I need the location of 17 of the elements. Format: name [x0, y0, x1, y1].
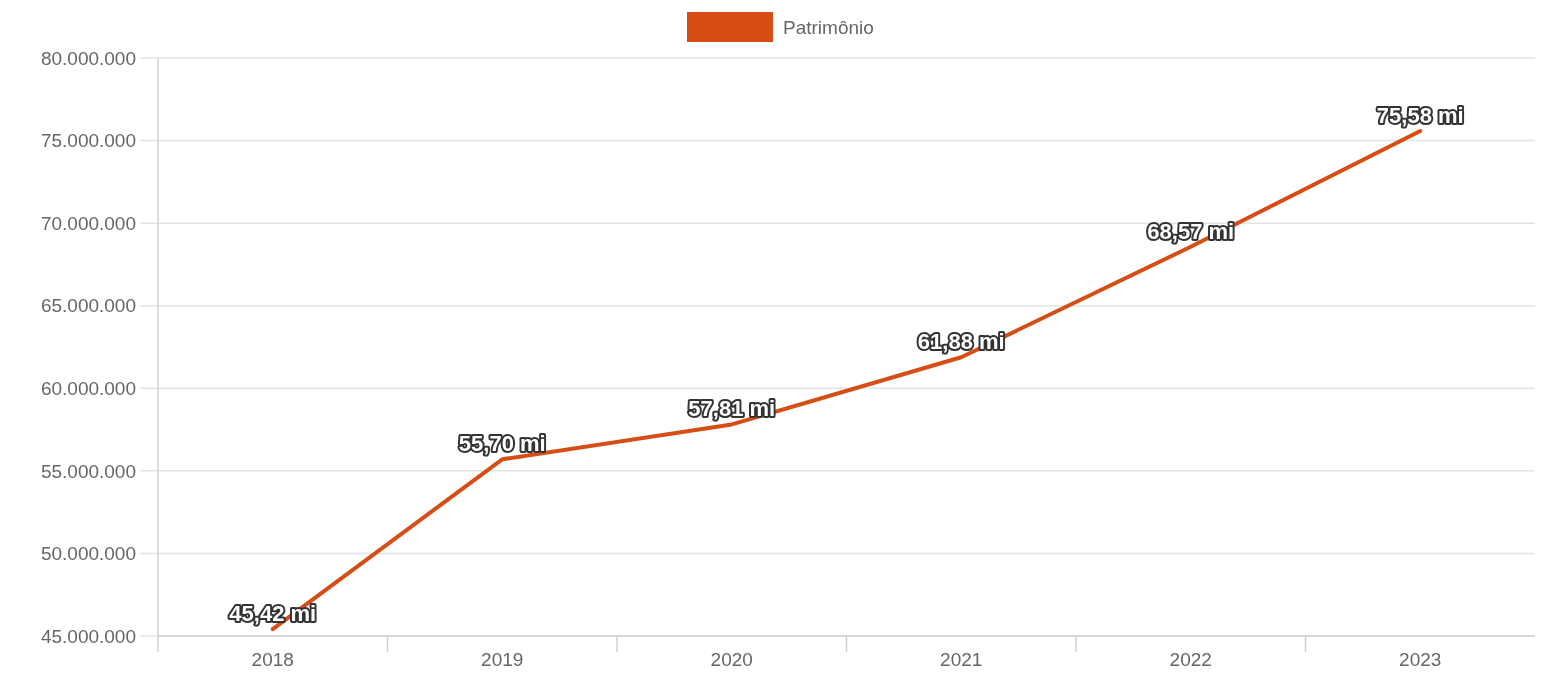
x-tick-label: 2023 [1399, 649, 1442, 670]
x-tick-label: 2019 [481, 649, 524, 670]
y-tick-label: 70.000.000 [40, 212, 136, 234]
y-tick-label: 80.000.000 [40, 47, 136, 69]
y-tick-label: 65.000.000 [40, 295, 136, 317]
y-tick-label: 55.000.000 [40, 460, 136, 482]
annotation: 75,58 mi [1376, 102, 1464, 128]
x-tick-label: 2020 [710, 649, 753, 670]
x-tick-label: 2018 [251, 649, 294, 670]
annotation: 55,70 mi [458, 431, 546, 457]
y-tick-label: 45.000.000 [40, 625, 136, 647]
y-tick-label: 60.000.000 [40, 377, 136, 399]
y-tick-label: 75.000.000 [40, 130, 136, 152]
legend-label: Patrimônio [783, 16, 874, 38]
x-tick-label: 2022 [1169, 649, 1212, 670]
y-tick-label: 50.000.000 [40, 543, 136, 565]
x-tick-label: 2021 [940, 649, 983, 670]
